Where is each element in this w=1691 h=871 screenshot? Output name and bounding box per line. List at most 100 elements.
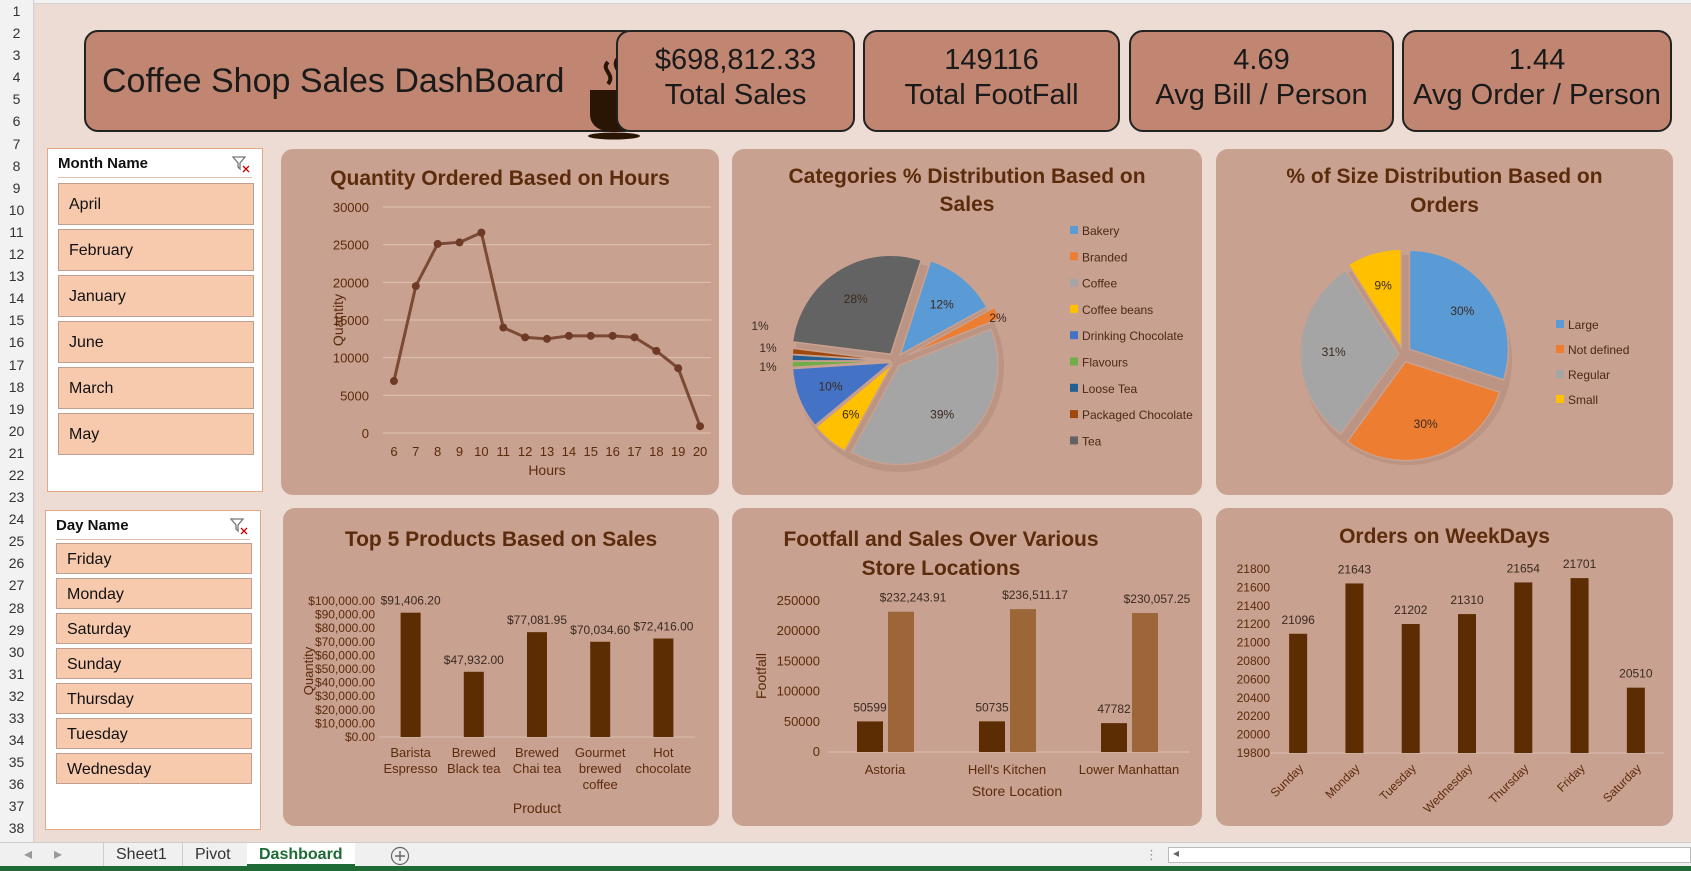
row-number[interactable]: 11 (9, 223, 24, 240)
slicer-item-thursday[interactable]: Thursday (56, 683, 252, 714)
month-slicer[interactable]: Month Name April February January June March… (47, 148, 263, 492)
bar-data-label: 21643 (1338, 562, 1372, 576)
row-number[interactable]: 35 (8, 754, 25, 771)
row-number[interactable]: 6 (12, 113, 21, 130)
slicer-item-tuesday[interactable]: Tuesday (56, 718, 252, 749)
tab-scroll-left-icon[interactable]: ◂ (24, 846, 33, 863)
data-point (630, 333, 639, 342)
hours-chart-panel[interactable]: Quantity Ordered Based on Hours 0 5000 100… (281, 149, 719, 495)
x-tick-label: Saturday (1600, 761, 1644, 805)
data-point (696, 422, 705, 431)
tabs-more-icon[interactable]: ⋮ (1145, 847, 1158, 862)
row-number[interactable]: 1 (12, 3, 21, 19)
row-number[interactable]: 10 (8, 201, 25, 218)
row-number[interactable]: 17 (8, 356, 25, 373)
slicer-item-january[interactable]: January (58, 275, 254, 317)
row-number[interactable]: 2 (12, 25, 21, 42)
row-number[interactable]: 7 (12, 135, 21, 152)
day-slicer[interactable]: Day Name Friday Monday Saturday Sunday Thurs… (45, 510, 261, 830)
clear-filter-icon[interactable] (232, 155, 250, 173)
tab-dashboard[interactable]: Dashboard (247, 843, 355, 867)
row-number[interactable]: 13 (8, 268, 25, 285)
row-number[interactable]: 16 (8, 334, 25, 351)
row-number[interactable]: 20 (8, 422, 25, 439)
row-number[interactable]: 23 (8, 489, 25, 506)
y-tick-label: 5000 (340, 388, 369, 403)
slicer-item-march[interactable]: March (58, 367, 254, 409)
x-tick-label: 13 (540, 444, 554, 459)
pie-data-label: 1% (751, 319, 769, 333)
slicer-item-friday[interactable]: Friday (56, 543, 252, 574)
row-number-gutter: 1 2 3 4 5 6 7 8 9 10 11 12 13 14 15 16 17 18 19 20 21 22 23 24 2… (0, 0, 34, 842)
y-tick-label: 0 (813, 744, 820, 759)
row-number[interactable]: 9 (12, 179, 21, 196)
pie-slice-large (1408, 249, 1510, 381)
row-number[interactable]: 31 (8, 665, 25, 682)
row-number[interactable]: 37 (8, 798, 25, 815)
scroll-left-arrow-icon[interactable]: ◂ (1173, 846, 1180, 860)
y-tick-label: $90,000.00 (315, 608, 375, 622)
row-number[interactable]: 25 (8, 533, 25, 550)
row-number[interactable]: 15 (8, 312, 25, 329)
row-number[interactable]: 38 (8, 820, 25, 837)
row-number[interactable]: 36 (8, 776, 25, 793)
row-number[interactable]: 8 (12, 157, 21, 174)
row-number[interactable]: 27 (8, 577, 25, 594)
row-number[interactable]: 12 (8, 246, 25, 263)
row-number[interactable]: 24 (8, 511, 25, 528)
categories-chart-panel[interactable]: Categories % Distribution Based on Sales… (732, 149, 1202, 495)
bar (1132, 613, 1158, 752)
kpi-value: 4.69 (1233, 44, 1290, 76)
legend-swatch (1070, 252, 1078, 261)
slicer-item-wednesday[interactable]: Wednesday (56, 753, 252, 784)
row-number[interactable]: 14 (8, 290, 25, 307)
row-number[interactable]: 21 (8, 444, 25, 461)
row-number[interactable]: 33 (8, 710, 25, 726)
tab-pivot[interactable]: Pivot (182, 843, 243, 867)
row-number[interactable]: 29 (8, 621, 25, 638)
bar (1401, 624, 1420, 753)
legend-entry: Flavours (1082, 356, 1128, 370)
row-number[interactable]: 34 (8, 732, 25, 749)
legend-swatch (1556, 320, 1564, 328)
legend-swatch (1556, 395, 1564, 403)
row-number[interactable]: 5 (12, 91, 21, 108)
row-number[interactable]: 30 (8, 643, 25, 660)
slicer-item-monday[interactable]: Monday (56, 578, 252, 609)
slicer-item-sunday[interactable]: Sunday (56, 648, 252, 679)
slicer-item-saturday[interactable]: Saturday (56, 613, 252, 644)
footfall-chart-panel[interactable]: Footfall and Sales Over Various Store Lo… (732, 508, 1202, 826)
slicer-item-june[interactable]: June (58, 321, 254, 363)
bar (1458, 614, 1476, 753)
slicer-header: Day Name (56, 517, 129, 534)
row-number[interactable]: 32 (8, 687, 25, 704)
products-chart-panel[interactable]: Top 5 Products Based on Sales $0.00 $10,0… (283, 508, 719, 826)
chart-title: Categories % Distribution Based on (788, 165, 1146, 188)
y-tick-label: 20400 (1237, 691, 1271, 705)
sizes-chart-panel[interactable]: % of Size Distribution Based on Orders 3… (1216, 149, 1673, 495)
y-tick-label: $100,000.00 (308, 594, 375, 608)
tab-sheet1[interactable]: Sheet1 (103, 843, 179, 867)
horizontal-scrollbar[interactable]: ◂ (1168, 846, 1691, 863)
x-tick-label: Brewed (515, 745, 559, 760)
row-number[interactable]: 22 (8, 466, 25, 483)
weekdays-chart-panel[interactable]: Orders on WeekDays 19800 20000 20200 20400 2… (1216, 508, 1673, 826)
row-number[interactable]: 26 (8, 555, 25, 572)
slicer-item-may[interactable]: May (58, 413, 254, 455)
tab-scroll-right-icon[interactable]: ▸ (54, 846, 63, 863)
row-number[interactable]: 19 (8, 400, 25, 417)
bar (653, 638, 674, 737)
kpi-label: Avg Bill / Person (1155, 79, 1368, 111)
chart-title-line2: Store Locations (861, 557, 1021, 580)
slicer-item-april[interactable]: April (58, 183, 254, 225)
clear-filter-icon[interactable] (230, 517, 248, 535)
legend-swatch (1070, 410, 1078, 419)
x-tick-label: chocolate (636, 761, 692, 776)
row-number[interactable]: 4 (12, 69, 21, 86)
row-number[interactable]: 3 (12, 47, 21, 64)
y-tick-label: 250000 (777, 593, 820, 608)
row-number[interactable]: 18 (8, 378, 25, 395)
add-sheet-icon[interactable] (390, 846, 410, 866)
slicer-item-february[interactable]: February (58, 229, 254, 271)
row-number[interactable]: 28 (8, 599, 25, 616)
